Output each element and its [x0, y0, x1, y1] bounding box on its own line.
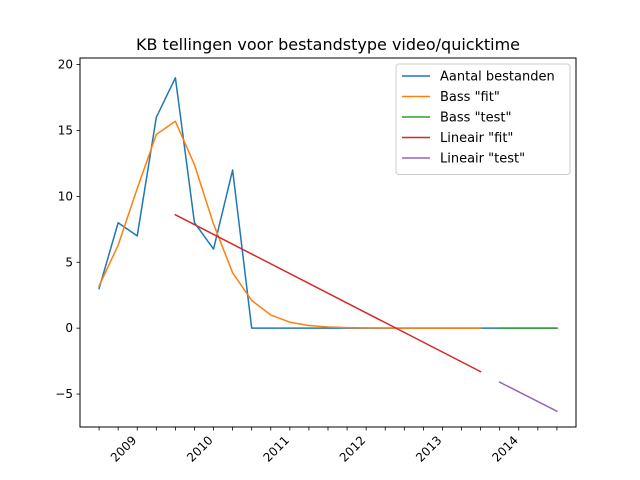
x-tick-label: 2014 — [489, 433, 520, 464]
legend-label: Bass "test" — [440, 111, 512, 126]
x-tick-label: 2009 — [108, 433, 139, 464]
x-tick-label: 2010 — [184, 433, 215, 464]
y-tick-label: 10 — [58, 189, 73, 203]
legend-box — [395, 63, 571, 175]
legend-label: Lineair "test" — [440, 152, 525, 167]
y-tick-label: 20 — [58, 58, 73, 72]
y-axis: −5 0 5 10 15 20 — [55, 58, 80, 401]
y-tick-label: 5 — [65, 255, 73, 269]
y-tick-label: 15 — [58, 123, 73, 137]
chart-title: KB tellingen voor bestandstype video/qui… — [136, 35, 520, 54]
series-group — [98, 77, 558, 413]
y-tick-label: 0 — [65, 321, 73, 335]
legend-label: Bass "fit" — [440, 90, 500, 105]
legend-label: Aantal bestanden — [440, 70, 555, 85]
series-line-5 — [498, 381, 558, 413]
x-tick-label: 2011 — [260, 433, 291, 464]
series-line-4 — [174, 213, 482, 373]
legend-label: Lineair "fit" — [440, 131, 513, 146]
legend: Aantal bestanden Bass "fit" Bass "test" Lin… — [395, 63, 571, 175]
x-axis: 2009 2010 2011 2012 2013 2014 — [98, 427, 558, 465]
x-tick-label: 2012 — [337, 433, 368, 464]
y-tick-label: −5 — [55, 387, 73, 401]
series-line-2 — [98, 120, 482, 329]
plot-area — [98, 77, 558, 413]
x-tick-label: 2013 — [413, 433, 444, 464]
